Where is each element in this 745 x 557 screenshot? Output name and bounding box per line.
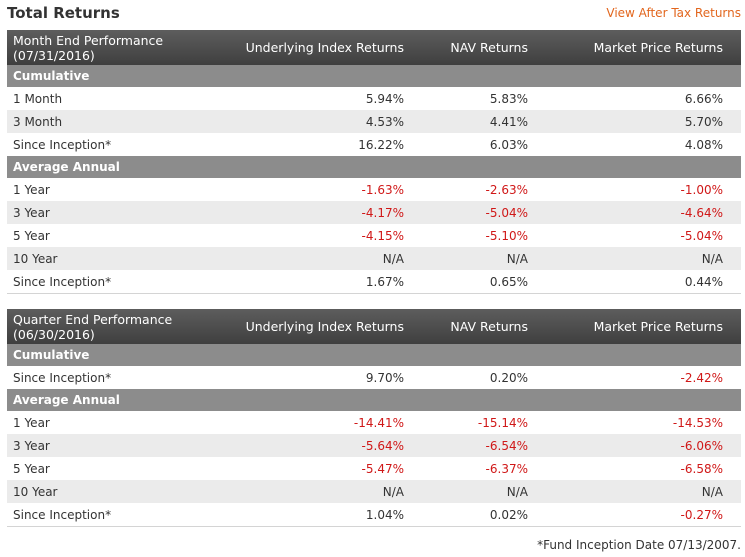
nav-return-cell: -6.37% — [485, 461, 528, 476]
quarter-end-performance-table: Quarter End Performance (06/30/2016) Und… — [7, 309, 741, 527]
market-return-cell: N/A — [547, 247, 741, 270]
page-title: Total Returns — [7, 4, 120, 22]
nav-return-cell: 4.41% — [423, 110, 547, 133]
month-end-performance-table: Month End Performance (07/31/2016) Under… — [7, 30, 741, 294]
quarter-end-heading-date: (06/30/2016) — [13, 326, 95, 342]
column-header-index: Underlying Index Returns — [238, 30, 423, 65]
market-return-cell: -4.64% — [547, 201, 741, 224]
nav-return-cell: N/A — [423, 480, 547, 503]
view-after-tax-returns-link[interactable]: View After Tax Returns — [606, 6, 741, 20]
period-cell: Since Inception* — [7, 503, 238, 527]
nav-return-cell: -5.04% — [423, 201, 547, 224]
table-row: 1 Year -14.41% -15.14% -14.53% — [7, 411, 741, 434]
period-cell: Since Inception* — [13, 137, 112, 152]
table-row: 5 Year -4.15% -5.10% -5.04% — [7, 224, 741, 247]
table-row: 1 Month 5.94% 5.83% 6.66% — [7, 87, 741, 110]
market-return-cell: 5.70% — [547, 110, 741, 133]
market-return-cell: -14.53% — [672, 415, 723, 430]
section-label-average-annual: Average Annual — [7, 389, 741, 411]
market-return-cell: -1.00% — [680, 182, 723, 197]
period-cell: 3 Year — [7, 201, 238, 224]
index-return-cell: -5.64% — [238, 434, 423, 457]
period-cell: 1 Year — [13, 182, 50, 197]
index-return-cell: -1.63% — [361, 182, 404, 197]
table-row: 3 Year -5.64% -6.54% -6.06% — [7, 434, 741, 457]
market-return-cell: -6.58% — [680, 461, 723, 476]
period-cell: 10 Year — [7, 247, 238, 270]
nav-return-cell: -5.10% — [485, 228, 528, 243]
nav-return-cell: -15.14% — [477, 415, 528, 430]
section-row: Cumulative — [7, 65, 741, 87]
table-row: 3 Year -4.17% -5.04% -4.64% — [7, 201, 741, 224]
period-cell: 5 Year — [13, 228, 50, 243]
section-row: Average Annual — [7, 389, 741, 411]
market-return-cell: 6.66% — [684, 91, 723, 106]
table-row: 10 Year N/A N/A N/A — [7, 480, 741, 503]
nav-return-cell: -2.63% — [485, 182, 528, 197]
column-header-index: Underlying Index Returns — [238, 309, 423, 344]
period-cell: Since Inception* — [7, 270, 238, 294]
nav-return-cell: 5.83% — [489, 91, 528, 106]
market-return-cell: 4.08% — [684, 137, 723, 152]
table-row: Since Inception* 9.70% 0.20% -2.42% — [7, 366, 741, 389]
market-return-cell: 0.44% — [547, 270, 741, 294]
section-row: Cumulative — [7, 344, 741, 366]
table-row: 1 Year -1.63% -2.63% -1.00% — [7, 178, 741, 201]
index-return-cell: -4.15% — [361, 228, 404, 243]
index-return-cell: 9.70% — [365, 370, 404, 385]
period-cell: 1 Year — [13, 415, 50, 430]
index-return-cell: 1.67% — [238, 270, 423, 294]
table-row: 5 Year -5.47% -6.37% -6.58% — [7, 457, 741, 480]
market-return-cell: -2.42% — [680, 370, 723, 385]
section-row: Average Annual — [7, 156, 741, 178]
market-return-cell: -0.27% — [547, 503, 741, 527]
section-label-average-annual: Average Annual — [7, 156, 741, 178]
period-cell: 5 Year — [13, 461, 50, 476]
index-return-cell: -4.17% — [238, 201, 423, 224]
table-header-row: Month End Performance (07/31/2016) Under… — [7, 30, 741, 65]
market-return-cell: -6.06% — [547, 434, 741, 457]
column-header-nav: NAV Returns — [423, 309, 547, 344]
column-header-nav: NAV Returns — [423, 30, 547, 65]
nav-return-cell: 0.02% — [423, 503, 547, 527]
index-return-cell: -14.41% — [353, 415, 404, 430]
index-return-cell: 16.22% — [358, 137, 404, 152]
table-row: Since Inception* 1.04% 0.02% -0.27% — [7, 503, 741, 527]
table-row: 3 Month 4.53% 4.41% 5.70% — [7, 110, 741, 133]
month-end-heading-date: (07/31/2016) — [13, 47, 95, 63]
nav-return-cell: 0.65% — [423, 270, 547, 294]
month-end-heading: Month End Performance (07/31/2016) — [7, 30, 238, 65]
column-header-market: Market Price Returns — [547, 309, 741, 344]
index-return-cell: 5.94% — [365, 91, 404, 106]
inception-footnote: *Fund Inception Date 07/13/2007. — [537, 538, 741, 552]
quarter-end-heading-title: Quarter End Performance — [13, 311, 173, 327]
nav-return-cell: 6.03% — [489, 137, 528, 152]
period-cell: 3 Year — [7, 434, 238, 457]
period-cell: 1 Month — [13, 91, 63, 106]
period-cell: Since Inception* — [13, 370, 112, 385]
nav-return-cell: -6.54% — [423, 434, 547, 457]
month-end-heading-title: Month End Performance — [13, 32, 164, 48]
table-header-row: Quarter End Performance (06/30/2016) Und… — [7, 309, 741, 344]
market-return-cell: N/A — [547, 480, 741, 503]
index-return-cell: 1.04% — [238, 503, 423, 527]
index-return-cell: -5.47% — [361, 461, 404, 476]
table-row: Since Inception* 1.67% 0.65% 0.44% — [7, 270, 741, 294]
section-label-cumulative: Cumulative — [7, 65, 741, 87]
table-row: Since Inception* 16.22% 6.03% 4.08% — [7, 133, 741, 156]
market-return-cell: -5.04% — [680, 228, 723, 243]
column-header-market: Market Price Returns — [547, 30, 741, 65]
period-cell: 3 Month — [7, 110, 238, 133]
index-return-cell: 4.53% — [238, 110, 423, 133]
index-return-cell: N/A — [238, 480, 423, 503]
table-row: 10 Year N/A N/A N/A — [7, 247, 741, 270]
section-label-cumulative: Cumulative — [7, 344, 741, 366]
period-cell: 10 Year — [7, 480, 238, 503]
quarter-end-heading: Quarter End Performance (06/30/2016) — [7, 309, 238, 344]
nav-return-cell: 0.20% — [489, 370, 528, 385]
index-return-cell: N/A — [238, 247, 423, 270]
nav-return-cell: N/A — [423, 247, 547, 270]
